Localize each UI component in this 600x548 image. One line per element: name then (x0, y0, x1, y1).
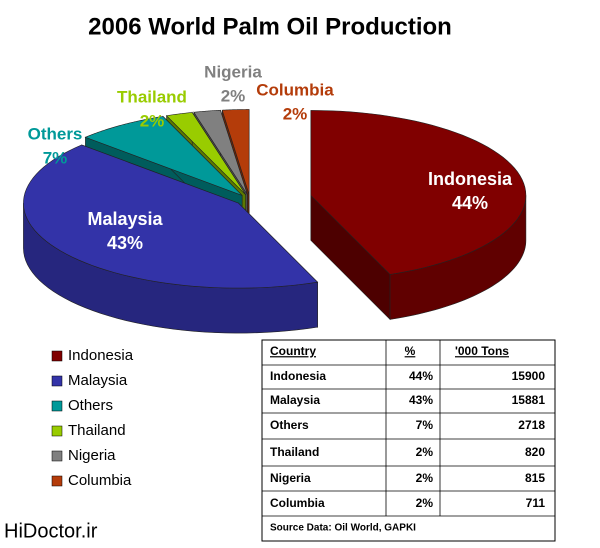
legend-swatch (51, 450, 63, 462)
table-cell: Nigeria (270, 471, 311, 485)
legend-swatch (51, 475, 63, 487)
table-cell: 15900 (512, 369, 546, 383)
slice (84, 116, 243, 196)
legend-swatch (51, 425, 63, 437)
table-cell: Others (270, 418, 309, 432)
table-cell: 711 (526, 496, 546, 510)
legend-swatch (51, 375, 63, 387)
watermark: HiDoctor.ir (4, 520, 98, 542)
table-frame (261, 339, 556, 542)
slice-value-label: 2% (221, 86, 246, 105)
table-cell: Columbia (270, 496, 325, 510)
slice-label: Columbia (256, 80, 334, 99)
table-header: '000 Tons (455, 344, 509, 358)
slice-label: Thailand (117, 87, 187, 106)
table-cell: Indonesia (270, 369, 326, 383)
slice-value-label: 2% (140, 111, 165, 130)
slice-value-label: 2% (283, 104, 308, 123)
table-cell: 2% (416, 496, 434, 510)
table-cell: Malaysia (270, 393, 320, 407)
slice-value-label: 44% (452, 193, 488, 213)
table-cell: 2% (416, 445, 434, 459)
slice-label: Indonesia (428, 169, 513, 189)
legend-label: Others (68, 397, 113, 414)
pie (23, 109, 527, 334)
table-cell: 815 (525, 471, 545, 485)
table-cell: 7% (416, 418, 434, 432)
slice-label: Nigeria (204, 62, 262, 81)
slice (221, 109, 250, 195)
slice (310, 110, 527, 275)
slice-value-label: 43% (107, 233, 143, 253)
table-cell: 2718 (518, 418, 545, 432)
table-cell: 43% (409, 393, 433, 407)
table-cell: 820 (525, 445, 545, 459)
table-cell: 44% (409, 369, 433, 383)
slice-value-label: 7% (43, 148, 68, 167)
legend-swatch (51, 400, 63, 412)
legend-label: Nigeria (68, 447, 116, 464)
legend-swatch (51, 350, 63, 362)
table-header: Country (270, 344, 316, 358)
table-cell: Thailand (270, 445, 319, 459)
slice (165, 112, 246, 195)
slice-label: Malaysia (87, 209, 163, 229)
table-cell: 2% (416, 471, 434, 485)
slice (193, 109, 248, 195)
table-source: Source Data: Oil World, GAPKI (270, 523, 416, 534)
legend-label: Thailand (68, 422, 126, 439)
legend-label: Indonesia (68, 347, 134, 364)
legend-label: Columbia (68, 472, 132, 489)
legend-label: Malaysia (68, 372, 128, 389)
slice (23, 144, 319, 289)
chart-title: 2006 World Palm Oil Production (88, 13, 452, 40)
table-cell: 15881 (512, 393, 546, 407)
slice-label: Others (28, 124, 83, 143)
table-header: % (405, 344, 416, 358)
